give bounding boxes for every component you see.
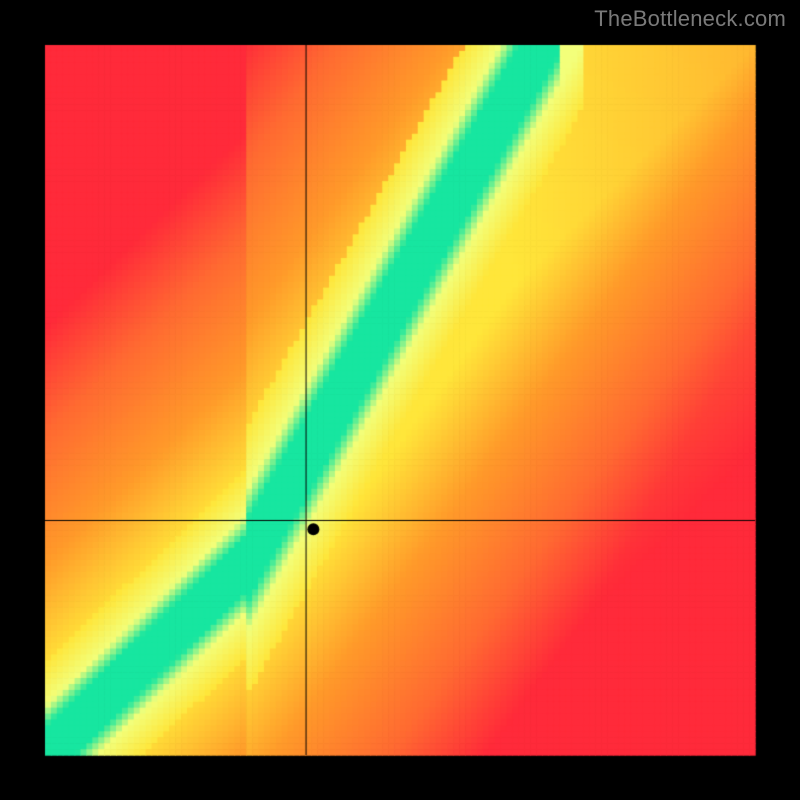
heatmap-canvas [0, 0, 800, 800]
chart-container: TheBottleneck.com [0, 0, 800, 800]
watermark-text: TheBottleneck.com [594, 6, 786, 32]
